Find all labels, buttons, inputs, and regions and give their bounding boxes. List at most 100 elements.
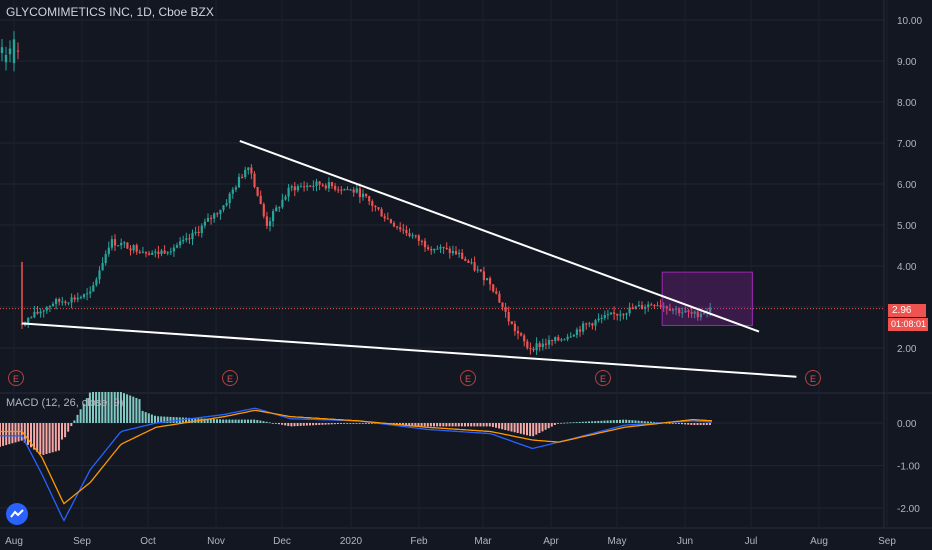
macd-histogram-bar xyxy=(8,423,11,445)
candle-body xyxy=(647,304,650,308)
candle-body xyxy=(684,310,687,313)
axes: 10.00 9.00 8.00 7.00 6.00 5.00 4.00 2.00 0.00 -1.… xyxy=(5,16,922,547)
candle-body xyxy=(451,251,454,254)
candle-body xyxy=(24,324,27,326)
macd-histogram-bar xyxy=(73,420,76,423)
earnings-marker[interactable]: E xyxy=(8,370,24,386)
macd-histogram-bar xyxy=(126,394,129,423)
macd-histogram-bar xyxy=(82,403,85,423)
macd-histogram-bar xyxy=(330,423,333,425)
candle-body xyxy=(206,217,210,222)
macd-histogram-bar xyxy=(212,419,215,423)
candle-body xyxy=(699,313,702,318)
macd-histogram-bar xyxy=(39,423,42,455)
candle-body xyxy=(89,291,92,294)
candle-body xyxy=(656,305,659,307)
macd-histogram-bar xyxy=(668,423,671,424)
trendline xyxy=(21,322,797,378)
candle-body xyxy=(687,310,690,313)
candle-body xyxy=(64,301,67,303)
macd-histogram-bar xyxy=(67,423,70,432)
candle-body xyxy=(504,307,507,312)
candle-body xyxy=(513,323,516,331)
candle-body xyxy=(361,193,365,198)
macd-histogram-bar xyxy=(584,421,587,423)
candle-body xyxy=(637,305,640,307)
candle-body xyxy=(482,271,485,281)
macd-histogram-bar xyxy=(566,422,569,424)
candle-body xyxy=(278,207,281,209)
candle-body xyxy=(383,216,386,219)
macd-histogram-bar xyxy=(693,423,696,426)
candle-body xyxy=(374,205,377,208)
earnings-marker[interactable]: E xyxy=(805,370,821,386)
macd-histogram-bar xyxy=(488,423,491,427)
candle-body xyxy=(603,315,606,319)
macd-histogram-bar xyxy=(451,423,454,427)
earnings-marker[interactable]: E xyxy=(460,370,476,386)
candle-body xyxy=(117,245,120,247)
candle-body xyxy=(659,305,662,307)
macd-pane xyxy=(0,391,713,522)
macd-histogram-bar xyxy=(141,410,144,423)
macd-histogram-bar xyxy=(591,421,594,423)
tradingview-logo-icon[interactable] xyxy=(6,503,28,525)
macd-histogram-bar xyxy=(191,417,194,423)
macd-histogram-bar xyxy=(560,422,563,424)
chart-title: GLYCOMIMETICS INC, 1D, Cboe BZX xyxy=(6,5,214,19)
candle-body xyxy=(163,250,166,254)
macd-histogram-bar xyxy=(14,423,17,443)
candle-body xyxy=(436,248,439,250)
time-tick-label: Feb xyxy=(410,536,428,547)
candle-body xyxy=(48,306,51,308)
candle-body xyxy=(284,196,287,200)
candle-body xyxy=(547,339,551,345)
earnings-marker[interactable]: E xyxy=(595,370,611,386)
macd-histogram-bar xyxy=(287,423,290,426)
macd-histogram-bar xyxy=(361,423,364,424)
earnings-marker[interactable]: E xyxy=(222,370,238,386)
macd-tick-label: -2.00 xyxy=(897,504,920,515)
macd-histogram-bar xyxy=(420,423,423,427)
candle-body xyxy=(247,167,250,170)
macd-histogram-bar xyxy=(572,422,575,424)
candle-body xyxy=(411,235,414,237)
candle-body xyxy=(337,189,340,191)
macd-histogram-bar xyxy=(296,423,299,427)
macd-histogram-bar xyxy=(64,423,67,438)
macd-histogram-bar xyxy=(628,419,631,423)
candle-body xyxy=(231,189,234,194)
macd-histogram-bar xyxy=(129,395,132,423)
candle-body xyxy=(188,238,191,240)
candle-body xyxy=(609,312,613,315)
macd-histogram-bar xyxy=(535,423,538,435)
macd-histogram-bar xyxy=(681,423,683,425)
candle-body xyxy=(544,343,547,345)
macd-histogram-bar xyxy=(532,423,535,437)
candle-body xyxy=(120,242,123,246)
candle-body xyxy=(303,186,306,188)
macd-histogram-bar xyxy=(240,419,243,423)
candle-body xyxy=(272,211,275,222)
macd-histogram-bar xyxy=(262,421,265,423)
candle-body xyxy=(671,309,675,311)
macd-histogram-bar xyxy=(594,421,597,423)
macd-histogram-bar xyxy=(54,423,57,452)
macd-indicator-label[interactable]: MACD (12, 26, close, 9) xyxy=(6,397,124,409)
macd-histogram-bar xyxy=(445,423,448,427)
macd-histogram-bar xyxy=(256,420,259,423)
macd-histogram-bar xyxy=(247,419,249,423)
macd-histogram-bar xyxy=(70,423,73,427)
macd-histogram-bar xyxy=(491,423,494,427)
candle-body xyxy=(371,201,374,206)
macd-histogram-bar xyxy=(429,423,432,427)
candle-body xyxy=(222,205,225,210)
candle-body xyxy=(433,248,436,251)
macd-histogram-bar xyxy=(467,423,470,427)
candle-body xyxy=(51,303,55,307)
macd-histogram-bar xyxy=(0,423,1,447)
candle-body xyxy=(473,262,476,271)
macd-histogram-bar xyxy=(482,423,485,427)
candle-body xyxy=(132,245,135,251)
